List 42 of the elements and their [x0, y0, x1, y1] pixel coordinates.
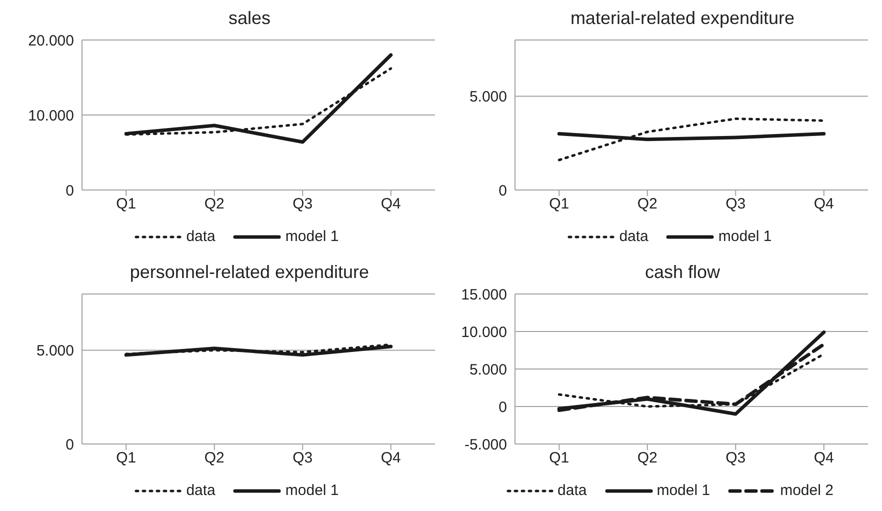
legend-label: model 1 — [284, 482, 339, 499]
legend-label: model 1 — [284, 228, 339, 245]
chart-title: material-related expenditure — [569, 8, 796, 30]
x-tick-label: Q3 — [726, 196, 746, 213]
y-tick-label: 5.000 — [469, 88, 507, 106]
legend-label: model 1 — [656, 482, 710, 499]
x-tick-label: Q1 — [116, 196, 136, 213]
x-tick-label: Q3 — [292, 450, 313, 467]
y-tick-label: 10.000 — [461, 324, 507, 341]
x-tick-label: Q4 — [380, 196, 401, 213]
y-tick-label: 20.000 — [28, 32, 74, 50]
x-tick-label: Q1 — [549, 196, 570, 213]
y-tick-label: 10.000 — [28, 107, 74, 124]
y-tick-label: 5.000 — [36, 342, 74, 360]
chart-title: personnel-related expenditure — [128, 262, 370, 284]
y-tick-label: 0 — [66, 182, 74, 200]
x-tick-label: Q4 — [380, 450, 401, 467]
x-tick-label: Q3 — [292, 196, 313, 213]
legend-label: model 1 — [717, 228, 772, 245]
x-tick-label: Q2 — [637, 196, 658, 213]
legend-label: data — [185, 228, 216, 245]
legend-label: data — [185, 482, 216, 499]
legend-label: model 2 — [779, 482, 834, 499]
y-tick-label: 0 — [498, 182, 507, 200]
y-tick-label: 5.000 — [469, 361, 507, 378]
x-tick-label: Q4 — [814, 196, 834, 213]
y-tick-label: 0 — [498, 398, 507, 416]
x-tick-label: Q1 — [116, 450, 136, 467]
x-tick-label: Q4 — [814, 450, 834, 467]
y-tick-label: -5.000 — [464, 436, 507, 454]
x-tick-label: Q1 — [549, 450, 570, 467]
legend-label: data — [556, 482, 587, 499]
chart-title: sales — [227, 8, 272, 30]
y-tick-label: 15.000 — [461, 286, 507, 304]
legend-label: data — [618, 228, 648, 245]
x-tick-label: Q2 — [204, 450, 224, 467]
x-tick-label: Q2 — [637, 450, 658, 467]
x-tick-label: Q2 — [204, 196, 224, 213]
x-tick-label: Q3 — [726, 450, 746, 467]
line-series — [558, 118, 826, 162]
y-tick-label: 0 — [66, 436, 74, 454]
chart-title: cash flow — [644, 262, 722, 284]
